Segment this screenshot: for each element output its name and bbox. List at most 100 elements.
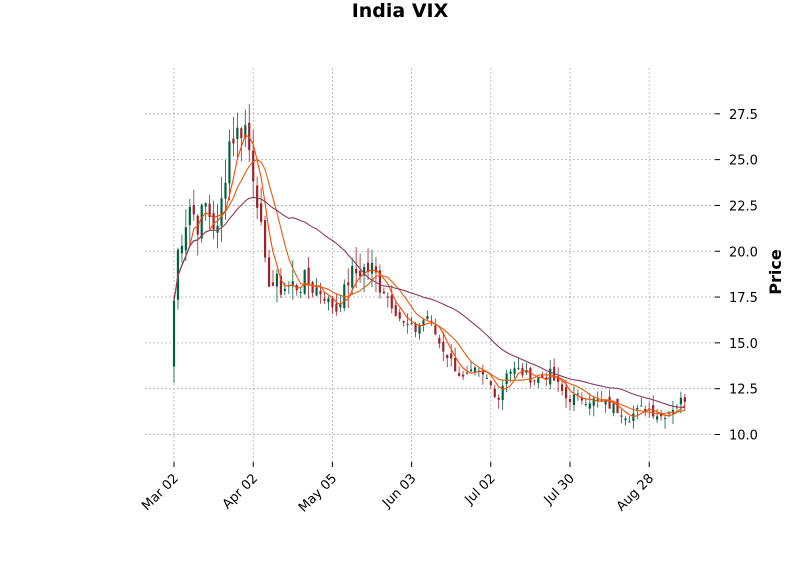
candle-body [659, 413, 663, 417]
candle-body [252, 150, 255, 182]
candle-body [212, 213, 215, 230]
x-tick-label: Jun 03 [379, 471, 419, 511]
candle-body [442, 341, 445, 352]
x-tick-label: Jul 02 [462, 471, 499, 508]
moving-averages [173, 134, 686, 418]
candle-body [303, 269, 306, 294]
moving-average-line [173, 196, 685, 408]
candle-body [208, 203, 211, 217]
candle-body [656, 416, 659, 420]
candle-body [576, 393, 580, 395]
candle-body [188, 206, 191, 226]
y-tick-label: 20.0 [729, 245, 758, 260]
candle-body [592, 398, 595, 406]
candle-body [390, 295, 393, 309]
candle-body [386, 296, 389, 298]
x-tick-label: Aug 28 [614, 471, 657, 514]
candle-body [450, 353, 453, 359]
candle-body [663, 417, 667, 419]
candle-body [461, 374, 465, 377]
candle-body [394, 305, 397, 316]
candle-body [636, 407, 639, 410]
candle-body [497, 397, 500, 400]
candle-body [469, 369, 473, 372]
x-tick-label: Mar 02 [139, 471, 182, 514]
candle-body [624, 418, 627, 421]
y-tick-label: 15.0 [729, 337, 758, 352]
axes: 10.0 12.5 15.0 17.5 20.0 22.5 25.0 27.5 Mar 02 Ap… [139, 108, 758, 516]
candle-body [505, 373, 508, 385]
candle-body [263, 220, 267, 258]
candle-body [291, 281, 294, 287]
candle-body [370, 262, 374, 274]
candle-body [557, 376, 560, 382]
y-axis-label: Price [766, 249, 785, 295]
y-tick-label: 27.5 [729, 108, 758, 123]
candle-body [652, 405, 655, 417]
candle-body [580, 397, 583, 401]
candle-body [184, 227, 187, 251]
candle-body [501, 385, 504, 401]
candle-body [335, 303, 338, 312]
candle-body [612, 403, 615, 414]
candle-body [331, 298, 334, 308]
candle-body [204, 203, 207, 207]
candle-body [640, 405, 643, 407]
x-tick-label: May 05 [296, 471, 340, 515]
candle-body [374, 266, 378, 273]
candle-body [438, 338, 441, 344]
candle-body [398, 312, 401, 319]
candle-body [366, 262, 370, 273]
candles [172, 104, 686, 429]
candle-body [604, 400, 607, 405]
candle-body [307, 267, 310, 286]
candle-body [200, 204, 203, 239]
candle-body [568, 398, 572, 402]
candle-body [513, 368, 516, 374]
candle-body [679, 397, 682, 405]
moving-average-line [173, 134, 686, 418]
candle-body [327, 298, 330, 303]
candle-body [311, 281, 314, 293]
grid-lines [145, 68, 715, 462]
candle-body [216, 225, 219, 233]
candle-body [275, 273, 279, 287]
candle-body [509, 371, 512, 374]
moving-average-line [173, 158, 685, 415]
candle-body [271, 282, 275, 286]
candle-body [608, 396, 611, 409]
candle-body [378, 270, 382, 293]
candle-body [533, 380, 536, 382]
candle-body [560, 384, 564, 391]
candle-body [244, 125, 247, 138]
y-tick-label: 10.0 [729, 429, 758, 444]
candle-body [351, 265, 354, 288]
candle-body [267, 257, 271, 287]
candle-body [620, 415, 623, 417]
candle-body [572, 394, 576, 406]
y-tick-label: 25.0 [729, 154, 758, 169]
candle-body [410, 323, 413, 325]
candle-body [683, 397, 686, 402]
candle-body [545, 377, 548, 380]
candle-body [628, 421, 631, 423]
candle-body [224, 182, 227, 199]
candle-body [434, 325, 437, 335]
candle-body [454, 357, 457, 372]
candle-body [644, 408, 647, 411]
candle-body [236, 127, 239, 140]
candle-body [406, 323, 409, 325]
candle-body [220, 198, 223, 226]
candle-body [414, 323, 417, 332]
candle-body [529, 367, 532, 383]
candle-body [283, 288, 286, 291]
candle-body [481, 370, 484, 375]
candle-body [430, 320, 433, 322]
candle-body [359, 270, 362, 277]
candle-body [256, 185, 259, 208]
candle-body [347, 282, 350, 286]
y-tick-label: 17.5 [729, 291, 758, 306]
candle-body [446, 354, 449, 358]
candle-body [564, 387, 568, 399]
